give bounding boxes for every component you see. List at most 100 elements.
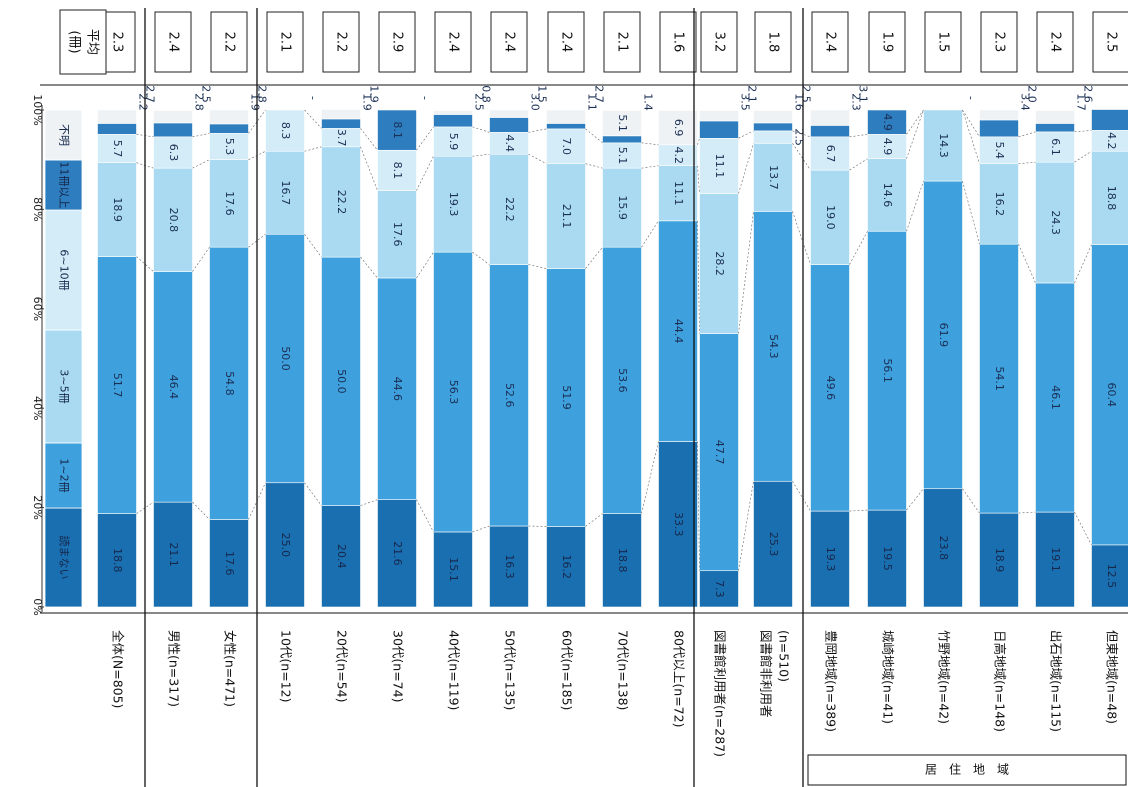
data-label: 17.6 [223,191,236,216]
bar-segment [377,109,417,151]
bar-segment [867,509,907,608]
data-label: 2.5 [800,85,813,103]
bar-segment [867,109,907,135]
data-label: 4.4 [503,135,516,153]
data-label: 5.1 [616,147,629,165]
bar-segment [321,118,361,129]
group-label: 居 住 地 域 [925,763,1009,777]
data-label: 4.2 [672,146,685,164]
bar-segment [489,117,529,133]
legend-label: 1~2冊 [58,458,71,492]
legend-swatch [44,507,83,608]
category-label: (n=510) [777,630,792,682]
average-box [659,11,697,73]
average-value: 2.2 [222,32,237,53]
data-label: 54.1 [993,366,1006,391]
bar-segment [433,114,473,128]
category-label: 出石地域(n=115) [1049,630,1064,732]
data-label: 47.7 [713,440,726,465]
connector-line [906,180,924,232]
bar-segment [546,526,586,608]
average-box [322,11,360,73]
data-label: 1.5 [536,85,549,103]
average-box [210,11,248,73]
data-label: 2.1 [746,85,759,103]
category-label: 40代(n=119) [447,630,462,710]
bar-segment [97,109,137,124]
category-label: 80代以上(n=72) [672,630,687,727]
bar-segment [810,109,850,126]
bar-segment [321,146,361,258]
bar-segment [979,512,1019,608]
data-label: 15.1 [447,557,460,582]
category-label: 30代(n=74) [391,630,406,702]
bar-segment [923,109,963,182]
data-label: 3.4 [1019,93,1032,111]
bar-segment [753,211,793,482]
bar-segment [489,525,529,608]
average-box [490,11,528,73]
bar-segment [97,162,137,257]
data-label: 21.1 [560,204,573,229]
connector-line [906,109,924,135]
bar-segment [810,510,850,608]
connector-lines [136,109,1092,571]
data-label: 19.0 [824,205,837,230]
average-value: 2.4 [446,32,461,53]
bar-segment [153,167,193,272]
bar-segment [753,110,793,124]
bar-segment [1035,123,1075,133]
connector-line [792,481,811,512]
bar-segment [602,135,642,144]
average-value: 1.9 [880,32,895,53]
connector-line [641,142,659,146]
bar-segment [97,123,137,135]
average-value: 2.2 [334,32,349,53]
connector-line [1018,244,1036,284]
data-label: 14.3 [937,133,950,158]
bar-segment [602,142,642,169]
connector-line [360,499,378,506]
bar-segment [699,120,739,139]
bar-segment [489,153,529,265]
bar-segment [979,163,1019,245]
bar-segment [602,167,642,248]
data-label: 18.8 [111,548,124,573]
connector-line [1018,161,1036,164]
average-value: 2.3 [110,32,125,53]
connector-line [738,130,754,139]
average-value: 1.8 [766,32,781,53]
data-label: 50.0 [279,346,292,371]
bar-segment [1091,244,1128,546]
bar-segment [265,482,305,608]
bar-segment [209,519,249,608]
bar-segment [209,133,249,160]
data-label: 54.8 [223,371,236,396]
bar-segment [209,246,249,520]
tick-label: 100% [31,94,44,125]
connector-line [1074,130,1092,133]
connector-line [585,128,603,144]
average-value: 2.3 [992,32,1007,53]
connector-line [641,165,659,169]
data-label: 20.4 [335,544,348,569]
average-value: 2.4 [1048,32,1063,53]
tick-label: 60% [31,297,44,321]
data-label: 52.6 [503,383,516,408]
data-label: 24.3 [1049,210,1062,235]
connector-line [416,156,434,191]
data-label: 7.0 [560,138,573,156]
bar-segment [867,134,907,160]
bar-segment [1091,544,1128,608]
bar-segment [810,136,850,171]
data-label: 1.4 [642,93,655,111]
bar-segment [602,246,642,514]
category-labels: 全体(N=805) 男性(n=317) 女性(n=471) 10代(n=12) 20代(… [111,630,1120,757]
data-label: 33.3 [672,512,685,537]
data-label: 2.7 [593,85,606,103]
bar-segment [810,264,850,512]
data-label: 6.7 [824,145,837,163]
data-label: 18.9 [993,548,1006,573]
connector-line [136,501,154,514]
bar-segment [489,264,529,527]
